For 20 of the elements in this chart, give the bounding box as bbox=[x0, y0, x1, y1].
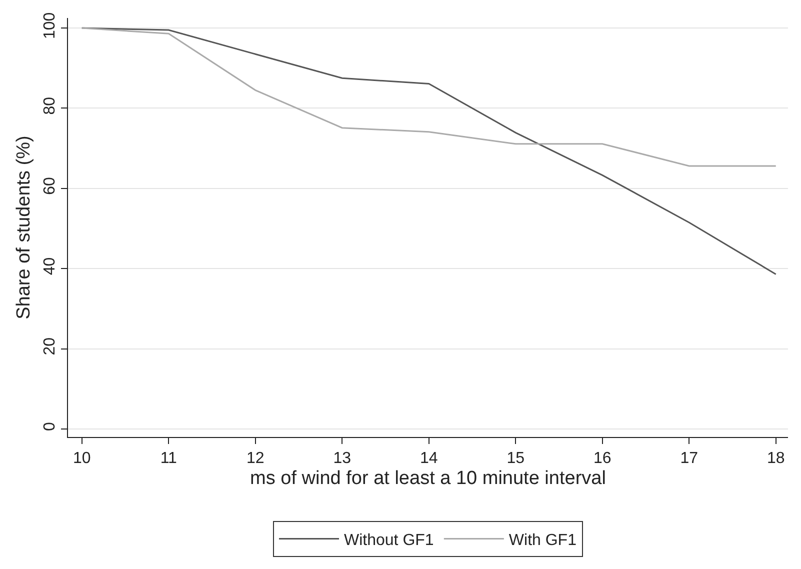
x-tick-label: 12 bbox=[246, 450, 264, 468]
x-tick-label: 17 bbox=[680, 450, 698, 468]
x-tick-label: 14 bbox=[420, 450, 438, 468]
legend-label: With GF1 bbox=[508, 532, 577, 549]
x-tick-label: 15 bbox=[506, 450, 525, 468]
y-tick-label: 80 bbox=[42, 96, 59, 115]
x-tick-label: 16 bbox=[593, 450, 612, 468]
x-axis-title: ms of wind for at least a 10 minute interval bbox=[250, 468, 606, 489]
x-tick-label: 11 bbox=[160, 450, 178, 468]
y-tick-label: 40 bbox=[42, 257, 59, 276]
y-tick-label: 60 bbox=[42, 177, 59, 195]
x-tick-label: 10 bbox=[72, 450, 91, 468]
line-series bbox=[81, 27, 777, 167]
y-tick-label: 0 bbox=[42, 422, 59, 432]
x-tick-label: 18 bbox=[766, 450, 785, 468]
y-axis-title: Share of students (%) bbox=[13, 136, 34, 320]
legend-label: Without GF1 bbox=[344, 532, 434, 549]
y-tick-label: 100 bbox=[42, 12, 59, 39]
x-tick-label: 13 bbox=[333, 450, 352, 468]
y-tick-label: 20 bbox=[42, 337, 59, 356]
